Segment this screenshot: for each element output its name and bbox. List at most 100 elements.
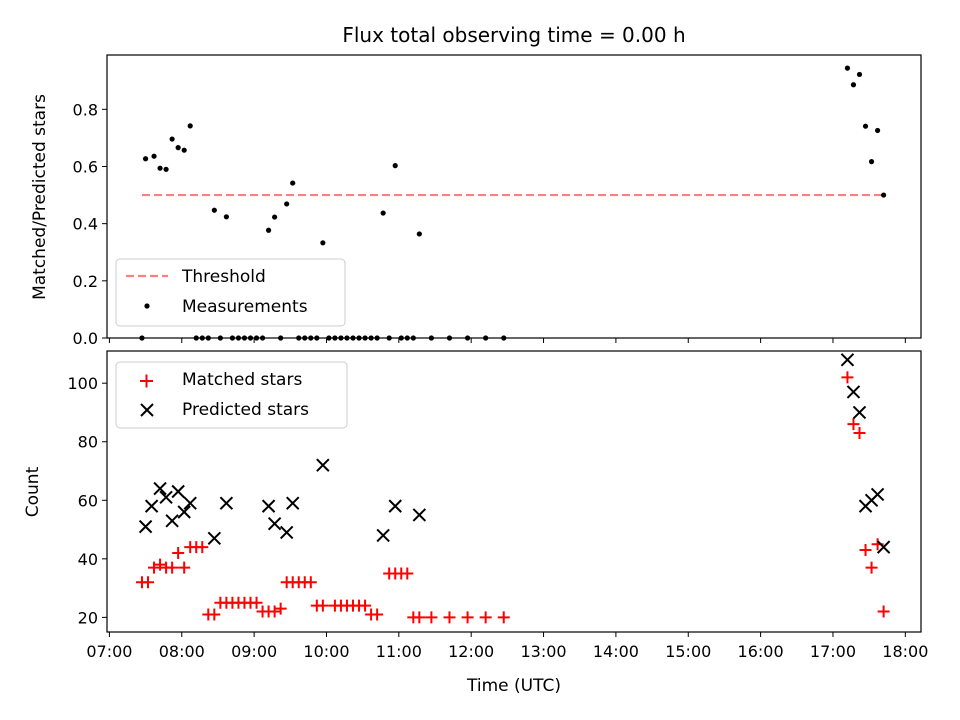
matched-star-point [853, 426, 866, 439]
top-y-axis-label: Matched/Predicted stars [30, 94, 50, 300]
matched-star-point [847, 418, 860, 431]
bottom-legend: Matched stars Predicted stars [115, 361, 348, 429]
matched-star-point [166, 561, 179, 574]
measurement-point [187, 123, 193, 129]
predicted-star-point [279, 525, 294, 540]
chart-title: Flux total observing time = 0.00 h [342, 23, 685, 47]
measurement-point [223, 214, 229, 220]
top-panel: 0.00.20.40.60.8 Matched/Predicted stars … [30, 54, 922, 348]
matched-star-point [859, 544, 872, 557]
matched-star-point [401, 567, 414, 580]
top-y-tick-label: 0.0 [73, 329, 98, 348]
predicted-star-point [267, 516, 282, 531]
measurement-point [169, 136, 175, 142]
predicted-star-point [852, 405, 867, 420]
matched-star-point [250, 596, 263, 609]
bottom-legend-box [115, 361, 348, 429]
measurement-point [175, 145, 181, 151]
measurement-point [856, 71, 863, 78]
matched-star-point [316, 599, 329, 612]
matched-star-point [172, 546, 185, 559]
top-y-tick-label: 0.8 [73, 100, 98, 119]
matched-star-point [461, 611, 474, 624]
x-tick-label: 12:00 [448, 642, 494, 661]
top-plot-frame [106, 54, 922, 339]
predicted-star-point [840, 353, 855, 367]
x-tick-label: 15:00 [665, 642, 711, 661]
matched-star-point [178, 561, 191, 574]
measurement-point [844, 65, 851, 71]
measurement-point [862, 123, 869, 129]
bottom-y-tick-label: 60 [78, 491, 98, 510]
predicted-star-point [388, 499, 402, 513]
top-legend: Threshold Measurements [115, 258, 346, 327]
x-tick-label: 14:00 [593, 642, 639, 661]
measurement-point [392, 163, 398, 169]
matched-star-point [154, 558, 167, 571]
matched-star-point [148, 561, 161, 574]
measurement-point [157, 165, 163, 171]
x-axis-label: Time (UTC) [466, 676, 561, 696]
legend-measurements-swatch [144, 303, 150, 309]
predicted-star-point [876, 540, 891, 554]
x-tick-label: 09:00 [231, 642, 277, 661]
legend-predicted-swatch [140, 403, 154, 417]
x-tick-label: 13:00 [520, 642, 566, 661]
predicted-star-point [171, 484, 185, 499]
measurement-point [290, 180, 296, 186]
measurement-point [151, 153, 157, 159]
x-tick-label: 17:00 [810, 642, 856, 661]
predicted-star-point [286, 496, 300, 510]
bottom-y-axis-label: Count [23, 466, 43, 517]
measurement-point [874, 127, 881, 134]
x-tick-label: 16:00 [738, 642, 784, 661]
x-tick-label: 07:00 [86, 642, 132, 661]
measurement-point [881, 192, 887, 198]
predicted-star-point [219, 496, 234, 510]
bottom-y-tick-label: 100 [67, 374, 98, 393]
x-tick-label: 11:00 [376, 642, 422, 661]
measurement-point [163, 166, 169, 172]
top-legend-box [115, 258, 346, 327]
measurement-point [272, 214, 278, 220]
legend-matched-label: Matched stars [182, 370, 302, 390]
top-y-tick-label: 0.6 [73, 157, 98, 176]
matched-star-point [425, 611, 438, 624]
bottom-y-tick-label: 20 [78, 608, 98, 627]
legend-measurements-label: Measurements [182, 297, 308, 317]
matched-star-point [274, 602, 287, 615]
matched-star-point [877, 605, 890, 618]
x-tick-label: 18:00 [882, 642, 928, 661]
matched-star-point [865, 561, 878, 574]
measurement-point [380, 210, 386, 216]
predicted-star-point [376, 528, 390, 543]
top-y-tick-label: 0.4 [73, 215, 98, 234]
matched-star-point [304, 576, 317, 589]
measurement-point [211, 207, 217, 213]
matched-star-point [208, 608, 221, 621]
predicted-star-point [207, 531, 222, 546]
top-y-tick-label: 0.2 [73, 272, 98, 291]
legend-matched-swatch [140, 374, 153, 388]
bottom-y-tick-label: 80 [78, 433, 98, 452]
matched-star-point [413, 611, 426, 624]
matched-star-point [479, 611, 492, 624]
predicted-star-point [159, 490, 173, 505]
measurement-point [284, 201, 290, 207]
matched-star-point [497, 611, 510, 624]
matched-star-point [371, 608, 384, 621]
measurement-point [142, 156, 149, 162]
predicted-star-point [177, 505, 191, 519]
predicted-star-point [870, 487, 885, 502]
legend-threshold-label: Threshold [181, 267, 266, 287]
matched-star-point [196, 541, 209, 554]
bottom-y-tick-label: 40 [78, 550, 98, 569]
legend-predicted-label: Predicted stars [182, 400, 309, 420]
matched-star-point [142, 576, 155, 589]
x-tick-label: 10:00 [303, 642, 349, 661]
predicted-star-point [846, 385, 861, 399]
predicted-star-point [183, 496, 197, 510]
matched-star-point [268, 605, 281, 618]
predicted-star-point [144, 499, 159, 513]
